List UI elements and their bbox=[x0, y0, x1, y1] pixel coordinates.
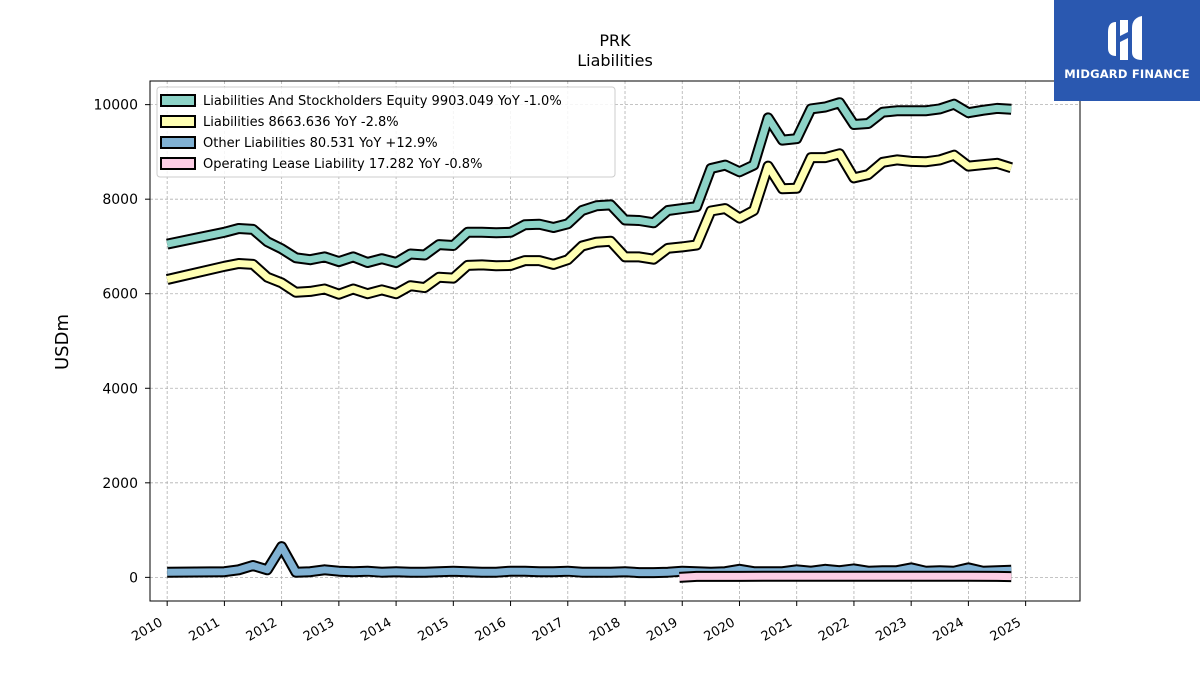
y-tick-label: 4000 bbox=[102, 381, 138, 397]
legend-swatch bbox=[160, 157, 196, 170]
x-tick-label: 2019 bbox=[644, 615, 680, 645]
x-tick-label: 2017 bbox=[530, 615, 566, 645]
plot-frame bbox=[149, 80, 1081, 602]
y-tick-label: 10000 bbox=[93, 98, 138, 114]
x-tick-label: 2010 bbox=[129, 615, 165, 645]
x-tick-label: 2011 bbox=[187, 615, 223, 645]
y-tick-label: 8000 bbox=[102, 192, 138, 208]
x-tick-label: 2016 bbox=[473, 615, 509, 645]
x-tick-label: 2021 bbox=[759, 615, 795, 645]
y-axis-label: USDm bbox=[52, 314, 73, 370]
legend-label: Operating Lease Liability 17.282 YoY -0.… bbox=[203, 157, 482, 172]
series-line bbox=[679, 572, 1012, 581]
y-tick-label: 6000 bbox=[102, 287, 138, 303]
legend-swatch bbox=[160, 115, 196, 128]
brand-logo: MIDGARD FINANCE bbox=[1054, 0, 1200, 101]
x-tick-label: 2024 bbox=[931, 615, 967, 645]
midgard-logo-icon bbox=[1108, 16, 1142, 60]
x-tick-label: 2012 bbox=[244, 615, 280, 645]
y-tick-label: 0 bbox=[129, 570, 138, 586]
x-tick-label: 2023 bbox=[873, 615, 909, 645]
x-tick-label: 2015 bbox=[415, 615, 451, 645]
x-tick-label: 2014 bbox=[358, 615, 394, 645]
x-tick-label: 2020 bbox=[702, 615, 738, 645]
y-tick-label: 2000 bbox=[102, 476, 138, 492]
legend-label: Other Liabilities 80.531 YoY +12.9% bbox=[203, 136, 438, 151]
legend-swatch bbox=[160, 94, 196, 107]
x-tick-label: 2022 bbox=[816, 615, 852, 645]
x-tick-label: 2025 bbox=[988, 615, 1024, 645]
chart-subtitle: Liabilities bbox=[577, 51, 653, 70]
x-tick-label: 2018 bbox=[587, 615, 623, 645]
series-line bbox=[166, 99, 1012, 266]
series-lines bbox=[165, 97, 1013, 583]
logo-text: MIDGARD FINANCE bbox=[1064, 67, 1190, 81]
axis-ticks: 0 2000 4000 6000 8000 10000 2010 2011 2012 2013 20… bbox=[93, 98, 1027, 645]
legend-label: Liabilities And Stockholders Equity 9903… bbox=[203, 94, 562, 109]
series-line bbox=[166, 150, 1013, 298]
legend-box bbox=[156, 86, 616, 178]
x-tick-label: 2013 bbox=[301, 615, 337, 645]
legend: Liabilities And Stockholders Equity 9903… bbox=[156, 86, 616, 178]
legend-label: Liabilities 8663.636 YoY -2.8% bbox=[203, 115, 399, 130]
legend-swatch bbox=[160, 136, 196, 149]
chart-title: PRK bbox=[599, 31, 631, 50]
